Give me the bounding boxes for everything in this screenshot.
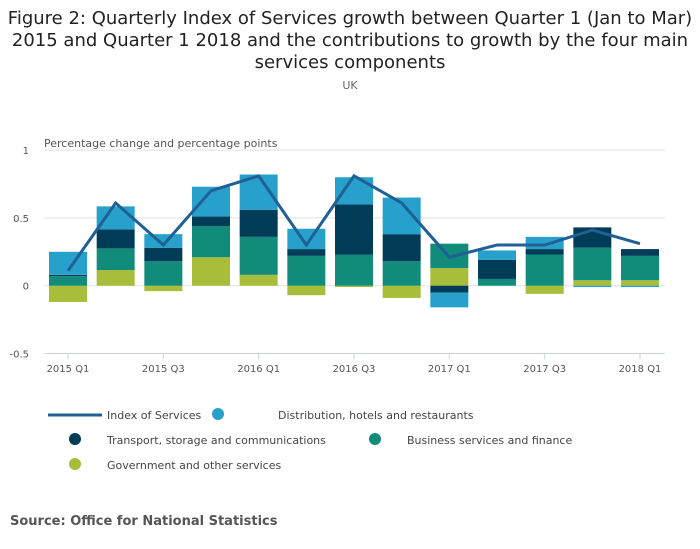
bar-segment <box>96 248 135 271</box>
bar-segment <box>573 285 612 288</box>
bar-segment <box>525 236 564 250</box>
bar-segment <box>49 285 87 302</box>
bar-segment <box>335 204 373 255</box>
x-tick-label: 2015 Q3 <box>142 364 185 375</box>
x-tick-label: 2016 Q1 <box>237 364 280 375</box>
y-tick-label: -0.5 <box>9 350 29 361</box>
y-tick-label: 0.5 <box>13 214 29 225</box>
x-tick-label: 2015 Q1 <box>47 364 90 375</box>
bar-segment <box>239 209 278 237</box>
bar-segment <box>430 268 469 286</box>
bar-segment <box>525 254 564 286</box>
bar-segment <box>239 274 278 286</box>
bar-segment <box>239 236 278 275</box>
legend-dot-icon <box>212 408 224 420</box>
bar-segment <box>96 270 135 286</box>
bar-segment <box>430 292 469 308</box>
bar-segment <box>96 229 135 249</box>
legend-label: Transport, storage and communications <box>106 434 326 447</box>
bar-segment <box>144 261 183 286</box>
bar-segment <box>621 285 659 288</box>
x-tick-label: 2017 Q3 <box>523 364 566 375</box>
bar-segment <box>287 255 326 286</box>
y-axis-label: Percentage change and percentage points <box>44 137 278 150</box>
bar-segment <box>96 206 135 230</box>
source-note: Source: Office for National Statistics <box>10 514 278 529</box>
x-tick-label: 2018 Q1 <box>619 364 662 375</box>
bar-segment <box>335 177 373 205</box>
bar-segment <box>144 247 183 262</box>
bar-segment <box>144 285 183 292</box>
legend-dot-icon <box>69 433 81 445</box>
bar-segment <box>478 259 516 279</box>
bar-segment <box>621 249 659 256</box>
bar-segment <box>287 249 326 256</box>
bar-segment <box>49 274 87 277</box>
legend-label: Distribution, hotels and restaurants <box>278 409 474 422</box>
bar-segment <box>621 280 659 286</box>
bar-segment <box>49 251 87 275</box>
bar-segment <box>430 285 469 293</box>
legend-label: Index of Services <box>107 409 202 422</box>
legend-label: Business services and finance <box>407 434 572 447</box>
y-tick-label: 0 <box>23 282 29 293</box>
bar-segment <box>382 234 421 262</box>
legend-label: Government and other services <box>107 459 281 472</box>
bar-segment <box>382 261 421 286</box>
bar-segment <box>478 278 516 286</box>
bar-segment <box>525 285 564 294</box>
bar-segment <box>382 285 421 298</box>
bar-segment <box>192 226 230 258</box>
bar-segment <box>478 250 516 260</box>
chart-subtitle: UK <box>342 79 358 92</box>
bar-segment <box>192 257 230 286</box>
bar-segment <box>192 216 230 227</box>
legend-dot-icon <box>369 433 381 445</box>
bar-segment <box>621 255 659 281</box>
x-tick-label: 2017 Q1 <box>428 364 471 375</box>
bar-segment <box>573 247 612 281</box>
chart-title: Figure 2: Quarterly Index of Services gr… <box>7 8 693 73</box>
bar-segment <box>287 285 326 296</box>
y-tick-label: 1 <box>23 146 29 157</box>
legend-dot-icon <box>69 458 81 470</box>
chart-svg: Percentage change and percentage points … <box>9 137 665 472</box>
index-of-services-line <box>66 173 641 272</box>
bar-segment <box>335 254 373 286</box>
bar-segment <box>49 276 87 286</box>
x-tick-label: 2016 Q3 <box>333 364 376 375</box>
bar-segment <box>335 285 373 288</box>
bar-segment <box>573 280 612 286</box>
bar-segment <box>525 249 564 255</box>
